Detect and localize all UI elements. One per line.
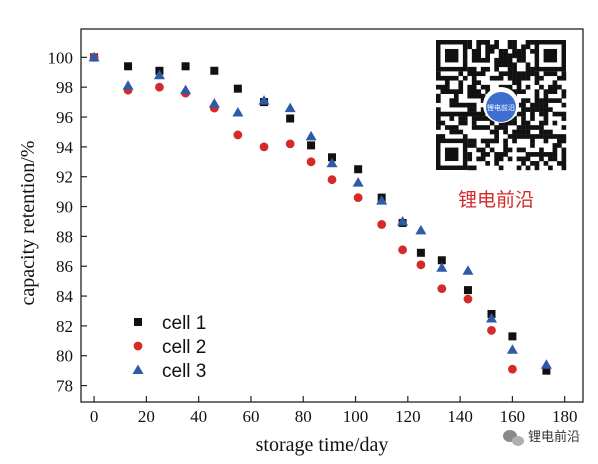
data-point-series-2 (306, 157, 316, 167)
data-point-series-2 (259, 142, 269, 152)
data-markers (88, 51, 552, 375)
wechat-icon (503, 430, 524, 446)
data-point-series-1 (233, 84, 242, 93)
qr-center-badge (486, 92, 516, 122)
plot-frame (80, 28, 584, 403)
y-tick-label: 98 (56, 78, 73, 97)
data-point-series-3 (88, 51, 100, 62)
data-point-series-3 (506, 344, 518, 354)
data-point-series-1 (124, 62, 133, 71)
y-tick-label: 94 (56, 138, 74, 157)
data-point-series-1 (463, 286, 472, 295)
x-tick-label: 0 (90, 407, 99, 426)
data-point-series-1 (286, 114, 295, 123)
data-point-series-2 (508, 364, 517, 374)
x-tick-label: 20 (138, 407, 155, 426)
y-tick-label: 84 (56, 287, 74, 306)
legend-marker-series-1 (134, 318, 142, 326)
legend: cell 1 cell 2 cell 3 (132, 313, 206, 382)
x-tick-label: 40 (190, 407, 207, 426)
legend-marker-series-3 (132, 364, 144, 374)
data-point-series-3 (397, 215, 409, 226)
legend-marker-series-2 (133, 341, 143, 351)
data-point-series-2 (353, 193, 363, 202)
data-point-series-3 (462, 265, 474, 275)
data-point-series-1 (210, 66, 219, 75)
data-point-series-1 (354, 165, 363, 174)
legend-label-series-2: cell 2 (162, 337, 206, 358)
data-point-series-3 (180, 84, 192, 95)
x-tick-label: 80 (295, 407, 312, 426)
data-point-series-3 (122, 80, 134, 90)
y-tick-label: 90 (56, 198, 73, 217)
x-tick-label: 120 (395, 407, 421, 426)
data-point-series-2 (416, 260, 426, 270)
data-point-series-2 (327, 175, 337, 185)
data-point-series-2 (437, 284, 447, 294)
data-point-series-3 (284, 102, 296, 113)
qr-center-label: 锂电前沿 (487, 103, 515, 112)
data-point-series-1 (437, 256, 446, 265)
data-point-series-3 (436, 262, 448, 272)
data-point-series-3 (352, 177, 364, 187)
data-point-series-3 (258, 95, 270, 105)
data-point-series-1 (307, 141, 316, 150)
data-point-series-1 (328, 153, 336, 162)
data-point-series-3 (540, 359, 552, 369)
data-point-series-2 (285, 139, 295, 149)
x-tick-label: 180 (552, 407, 578, 426)
data-point-series-2 (377, 220, 387, 229)
data-point-series-1 (542, 366, 551, 375)
data-point-series-2 (155, 82, 164, 92)
data-point-series-3 (485, 312, 497, 323)
axes-frame (80, 28, 584, 403)
x-tick-label: 100 (343, 407, 369, 426)
data-point-series-2 (487, 325, 496, 335)
data-point-series-1 (181, 62, 190, 71)
y-tick-label: 100 (48, 48, 74, 67)
x-axis-label: storage time/day (256, 434, 389, 456)
y-tick-label: 78 (56, 377, 73, 396)
footer-watermark-text: 锂电前沿 (528, 429, 580, 445)
data-point-series-3 (208, 98, 220, 108)
x-tick-label: 60 (242, 407, 259, 426)
x-tick-label: 160 (500, 407, 526, 426)
data-point-series-3 (415, 224, 427, 235)
data-point-series-3 (153, 69, 165, 80)
y-tick-label: 82 (56, 317, 73, 336)
y-tick-label: 96 (56, 108, 73, 127)
data-point-series-3 (376, 195, 388, 205)
y-axis-label: capacity retention/% (17, 141, 39, 306)
data-point-series-3 (232, 107, 244, 117)
data-point-series-3 (305, 130, 317, 141)
x-tick-label: 140 (447, 407, 473, 426)
data-point-series-3 (326, 157, 338, 168)
data-point-series-2 (233, 130, 243, 140)
y-tick-label: 88 (56, 227, 73, 246)
y-tick-label: 80 (56, 347, 73, 366)
tick-marks: 0 20 40 60 80 100 120 140 160 180 78 80 82 84 86 88 90 92… (48, 48, 578, 426)
data-point-series-2 (463, 294, 473, 304)
y-tick-label: 92 (56, 168, 73, 187)
data-point-series-1 (416, 248, 425, 257)
legend-label-series-1: cell 1 (162, 313, 206, 334)
data-point-series-1 (508, 332, 517, 341)
watermark-brand-text: 锂电前沿 (458, 189, 534, 211)
data-point-series-2 (398, 245, 407, 255)
y-tick-label: 86 (56, 257, 73, 276)
legend-label-series-3: cell 3 (162, 361, 206, 382)
